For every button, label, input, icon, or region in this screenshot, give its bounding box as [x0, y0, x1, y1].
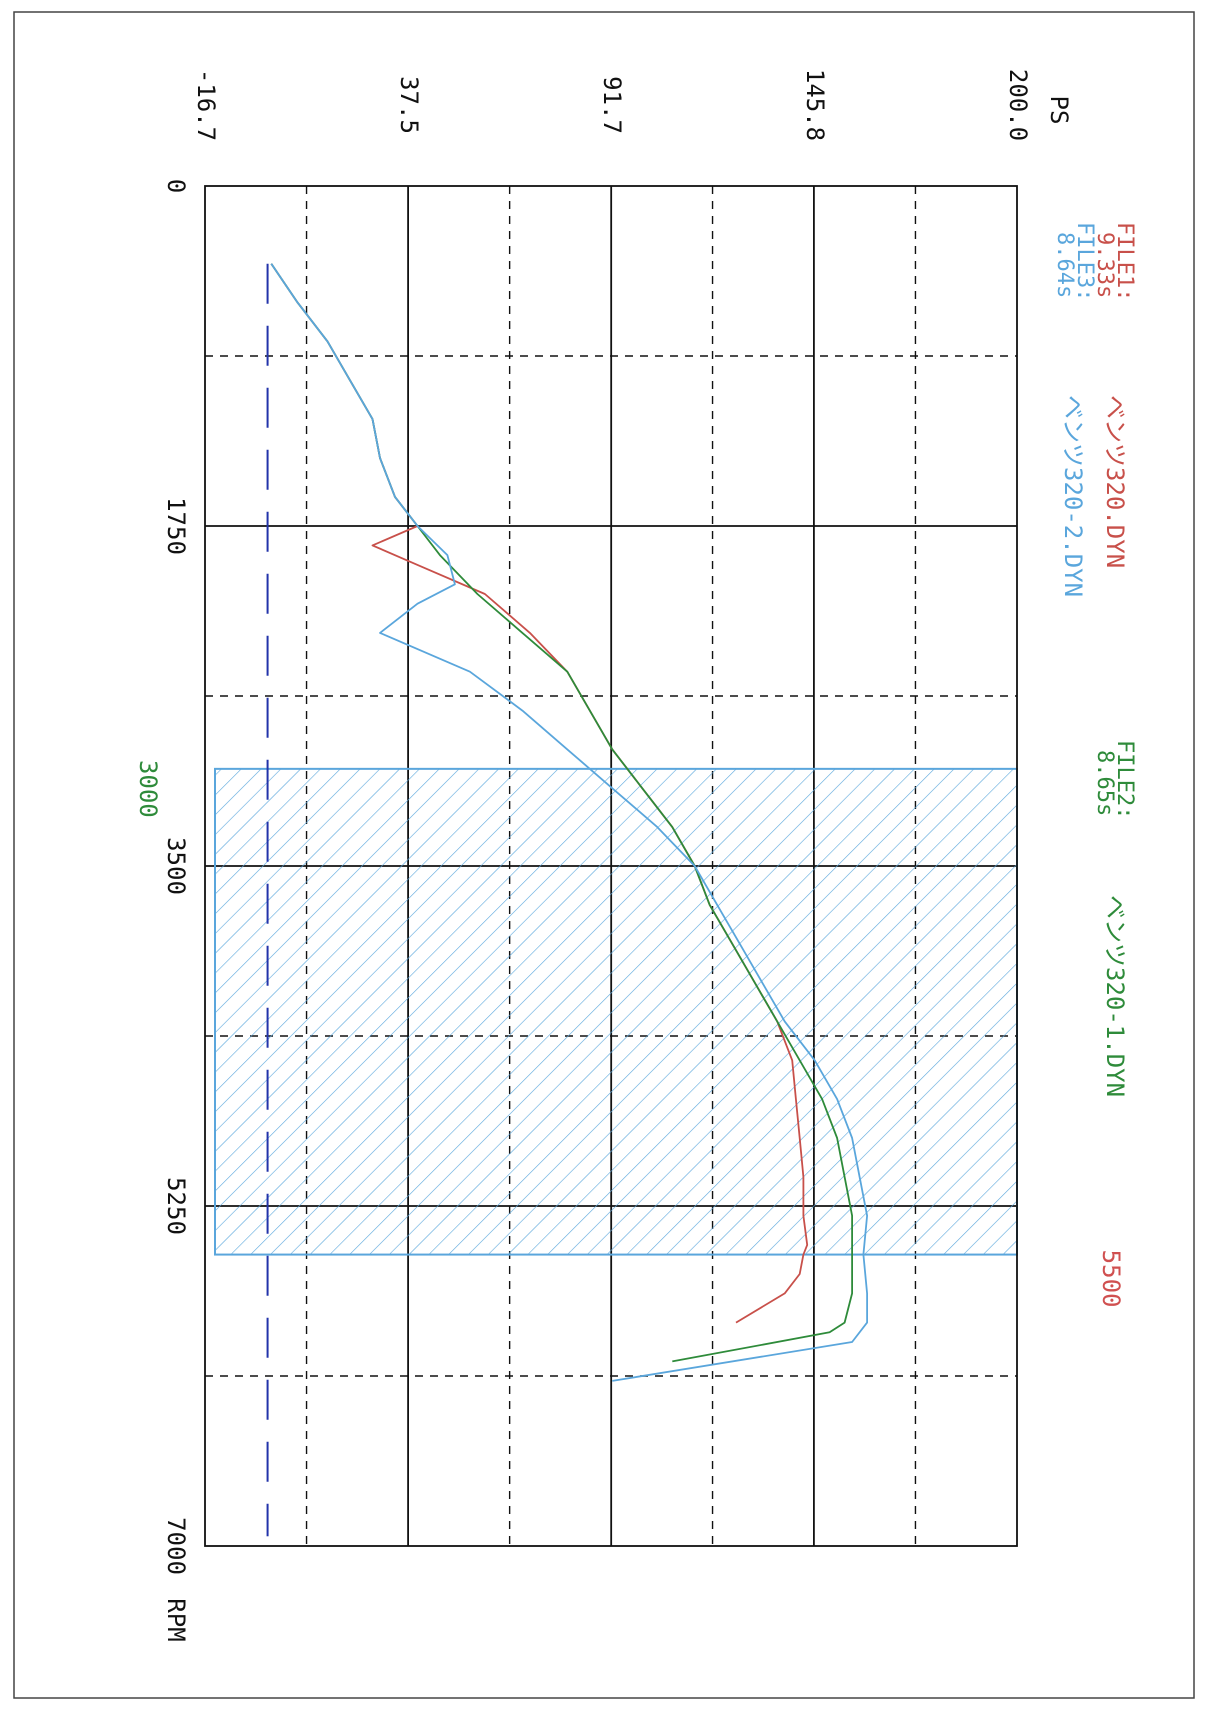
page-frame: [13, 11, 1195, 1699]
highlight-range: [214, 767, 1018, 1256]
rpm-tick-label: 1750: [162, 497, 190, 555]
ps-tick-label: 145.8: [801, 69, 829, 141]
rpm-tick-label: 3500: [162, 837, 190, 895]
rpm-tick-label: 7000: [162, 1517, 190, 1575]
legend-file2-label: FILE2:: [1112, 740, 1137, 819]
rpm-tick-label: 0: [162, 179, 190, 193]
legend-file3-time: 8.64s: [1052, 232, 1077, 298]
legend-file2-time: 8.65s: [1092, 750, 1117, 816]
axis-tick-labels: 0 1750 3500 5250 7000 -16.7 37.5 91.7 145.8 200.0…: [134, 69, 1125, 1575]
axis-titles: PS RPM: [162, 96, 1073, 1642]
highlight-start-label: 3000: [134, 760, 162, 818]
rpm-axis-title: RPM: [162, 1598, 190, 1641]
series-lines: [270, 263, 868, 1382]
highlight-band: [214, 767, 1018, 1256]
series-line-3: [270, 263, 868, 1382]
ps-tick-label: 200.0: [1004, 69, 1032, 141]
legend-file2-name: ベンツ320-1.DYN: [1101, 895, 1129, 1097]
legend-file1-label: FILE1:: [1112, 222, 1137, 301]
legend-file1-time: 9.33s: [1092, 232, 1117, 298]
highlight-end-label: 5500: [1097, 1250, 1125, 1308]
ps-tick-label: -16.7: [192, 69, 220, 141]
ps-tick-label: 91.7: [598, 76, 626, 134]
rpm-tick-label: 5250: [162, 1177, 190, 1235]
legend-file3-label: FILE3:: [1072, 222, 1097, 301]
legend-file1-name: ベンツ320.DYN: [1101, 395, 1129, 568]
plot-area-border: [204, 185, 1018, 1547]
ps-tick-label: 37.5: [395, 76, 423, 134]
legend: FILE1:9.33s ベンツ320.DYN FILE3:8.64s ベンツ320-2…: [1052, 222, 1137, 1097]
legend-file3-name: ベンツ320-2.DYN: [1059, 395, 1087, 597]
ps-axis-title: PS: [1045, 96, 1073, 125]
